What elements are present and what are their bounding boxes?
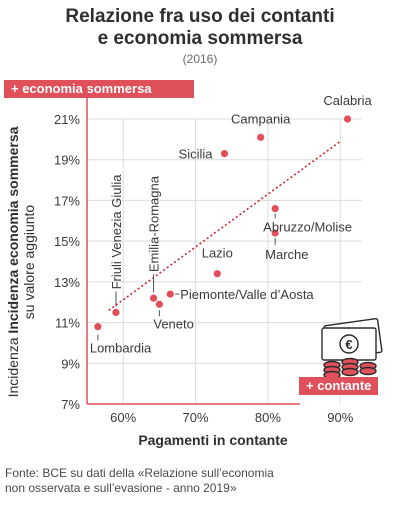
cash-coins-icon: € xyxy=(321,317,383,380)
y-direction-badge: + economia sommersa xyxy=(4,80,194,98)
point-label: Lazio xyxy=(202,246,233,261)
source-note: Fonte: BCE su dati della «Relazione sull… xyxy=(5,466,274,496)
point-label: Friuli Venezia Giulia xyxy=(109,174,124,290)
x-tick-label: 90% xyxy=(327,410,353,425)
point-label: Sicilia xyxy=(179,147,214,162)
y-tick-label: 15% xyxy=(54,234,80,249)
gridlines xyxy=(87,118,362,404)
x-axis-title: Pagamenti in contante xyxy=(138,432,288,448)
data-point xyxy=(257,133,265,141)
data-point xyxy=(271,204,279,213)
chart-title: Relazione fra uso dei contanti e economi… xyxy=(0,6,400,50)
data-point xyxy=(155,300,163,308)
y-tick-label: 21% xyxy=(54,112,80,127)
y-tick-label: 9% xyxy=(61,356,80,371)
x-direction-badge: + contante xyxy=(299,377,379,395)
chart-title-line-2: e economia sommersa xyxy=(97,28,303,49)
x-tick-label: 60% xyxy=(110,410,136,425)
data-point xyxy=(343,115,352,123)
data-point xyxy=(94,323,102,331)
point-label: Emilia-Romagna xyxy=(147,175,162,272)
chart-subtitle: (2016) xyxy=(182,52,218,66)
x-tick-label: 80% xyxy=(255,410,281,425)
data-points xyxy=(94,115,352,331)
data-point xyxy=(220,150,229,158)
y-tick-label: 17% xyxy=(54,193,80,208)
y-axis-title: Incidenza Incidenza economia sommersa xyxy=(5,126,21,397)
source-line-2: non osservata e sull’evasione - anno 201… xyxy=(5,481,237,495)
point-label: Calabria xyxy=(323,93,372,108)
point-label: Lombardia xyxy=(90,341,152,356)
data-point xyxy=(213,270,221,278)
source-line-1: Fonte: BCE su dati della «Relazione sull… xyxy=(5,466,274,480)
euro-symbol: € xyxy=(345,337,352,352)
tick-labels: 7% 9% 11% 13% 15% 17% 19% 21% 60% 70% 80% 90% xyxy=(54,112,354,425)
y-tick-label: 13% xyxy=(54,275,80,290)
trend-line xyxy=(108,140,341,312)
data-point xyxy=(166,290,174,298)
y-axis-title-bold: Incidenza economia sommersa xyxy=(5,126,21,333)
data-point xyxy=(271,229,279,237)
point-label: Veneto xyxy=(153,316,194,331)
point-label: Piemonte/Valle d’Aosta xyxy=(180,287,314,302)
point-label: Abruzzo/Molise xyxy=(263,220,352,235)
y-tick-label: 7% xyxy=(61,397,80,412)
x-tick-label: 70% xyxy=(183,410,209,425)
y-tick-label: 19% xyxy=(54,153,80,168)
axes xyxy=(86,88,300,405)
point-label: Campania xyxy=(231,111,291,126)
data-point xyxy=(112,308,120,316)
point-label: Marche xyxy=(265,247,308,262)
y-axis-title-prefix: Incidenza xyxy=(5,334,21,398)
chart-title-line-1: Relazione fra uso dei contanti xyxy=(65,6,335,27)
y-axis-subtitle: su valore aggiunto xyxy=(21,205,37,320)
y-tick-label: 11% xyxy=(55,316,80,331)
data-point xyxy=(149,294,158,302)
point-labels: Lombardia Friuli Venezia Giulia Emilia-Rom… xyxy=(90,93,373,356)
